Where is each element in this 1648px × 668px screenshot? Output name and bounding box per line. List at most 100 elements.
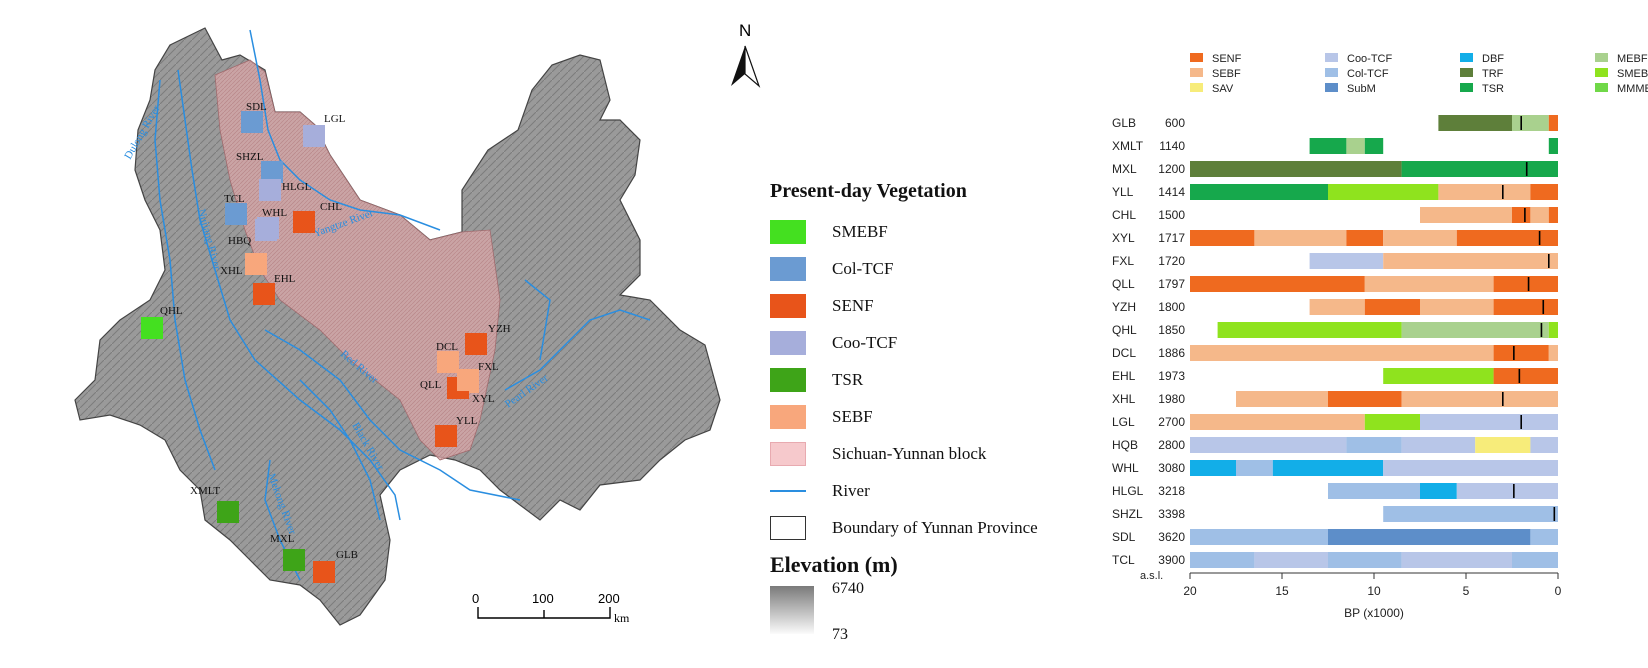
bar-segment [1236, 460, 1273, 476]
bar-segment [1328, 483, 1420, 499]
site-marker-qhl [141, 317, 163, 339]
bar-segment [1475, 437, 1531, 453]
bar-segment [1190, 460, 1236, 476]
site-elevation-label: 1973 [1158, 369, 1185, 383]
chart-legend-label: MMMEBF [1617, 83, 1648, 95]
legend-label: SENF [832, 295, 874, 315]
chart-legend-swatch [1460, 83, 1473, 92]
site-elevation-label: 1140 [1159, 139, 1185, 153]
site-markers: SDL LGL SHZL HLGL TCL WHL CHL HBQ XHL EHL QHL YZH DC… [141, 101, 511, 583]
site-elevation-label: 1797 [1158, 277, 1185, 291]
bar-segment [1493, 368, 1558, 384]
elevation-gradient [770, 586, 814, 634]
legend-label: SEBF [832, 406, 873, 426]
elevation-title: Elevation (m) [770, 552, 898, 577]
bar-segment [1493, 299, 1558, 315]
legend-label: Boundary of Yunnan Province [832, 517, 1038, 537]
bar-segment [1236, 391, 1328, 407]
bar-segment [1190, 529, 1328, 545]
site-marker-xyl [457, 369, 479, 391]
site-elevation-label: 1414 [1158, 185, 1185, 199]
elevation-scale: 6740 73 [770, 578, 1100, 643]
site-label-fxl: FXL [478, 361, 499, 373]
site-elevation-label: 2800 [1158, 438, 1185, 452]
bar-segment [1383, 460, 1558, 476]
chart-legend-label: SAV [1212, 83, 1234, 95]
bar-segment [1346, 230, 1384, 246]
yunnan-map: Dulong River Yangtze River Red River Bla… [74, 21, 761, 626]
bar-segment [1420, 299, 1494, 315]
site-elevation-label: 3900 [1158, 553, 1185, 567]
site-label-hlgl: HLGL [282, 181, 312, 193]
bar-segment [1346, 437, 1402, 453]
chart-legend-label: MEBF [1617, 53, 1648, 65]
site-elevation-label: 1886 [1158, 346, 1185, 360]
x-tick-label: 15 [1275, 584, 1289, 598]
chart-legend-label: Col-TCF [1347, 68, 1389, 80]
scale-unit: km [614, 611, 630, 625]
site-label-sdl: SDL [246, 101, 267, 113]
bar-segment [1190, 345, 1494, 361]
site-marker-xmlt [217, 501, 239, 523]
legend-item: SMEBF [770, 213, 1100, 250]
x-tick-label: 5 [1463, 584, 1470, 598]
site-label-dcl: DCL [436, 341, 458, 353]
site-elevation-label: 1500 [1158, 208, 1185, 222]
chart-legend-swatch [1595, 68, 1608, 77]
site-elevation-label: 3218 [1158, 484, 1185, 498]
site-elevation-label: 3080 [1158, 461, 1185, 475]
site-name-label: EHL [1112, 369, 1136, 383]
bar-segment [1548, 207, 1558, 223]
site-name-label: CHL [1112, 208, 1136, 222]
bar-segment [1512, 207, 1531, 223]
site-elevation-label: 2700 [1158, 415, 1185, 429]
legend-label: River [832, 480, 870, 500]
bar-segment [1420, 207, 1512, 223]
site-name-label: HQB [1112, 438, 1138, 452]
bar-segment [1548, 138, 1558, 154]
site-marker-yll [435, 425, 457, 447]
bar-segment [1401, 437, 1476, 453]
bar-segment [1190, 184, 1328, 200]
site-name-label: XMLT [1112, 139, 1144, 153]
legend-item: TSR [770, 361, 1100, 398]
site-elevation-label: 1800 [1158, 300, 1185, 314]
site-marker-hbq [255, 219, 277, 241]
site-marker-chl [293, 211, 315, 233]
site-name-label: WHL [1112, 461, 1139, 475]
bar-segment [1190, 161, 1402, 177]
bar-segment [1401, 322, 1549, 338]
bar-segment [1383, 253, 1558, 269]
site-label-yll: YLL [456, 415, 478, 427]
legend-swatch [770, 489, 806, 492]
site-name-label: TCL [1112, 553, 1135, 567]
chart-legend-label: SENF [1212, 53, 1242, 65]
x-tick-label: 20 [1183, 584, 1197, 598]
bar-segment [1328, 184, 1439, 200]
legend-swatch [770, 367, 806, 392]
site-elevation-label: 1720 [1158, 254, 1185, 268]
site-name-label: HLGL [1112, 484, 1144, 498]
bar-segment [1383, 368, 1494, 384]
site-name-label: GLB [1112, 116, 1136, 130]
site-label-ehl: EHL [274, 273, 296, 285]
site-name-label: FXL [1112, 254, 1134, 268]
site-marker-hlgl [259, 179, 281, 201]
legend-label: Sichuan-Yunnan block [832, 443, 987, 463]
site-label-lgl: LGL [324, 113, 346, 125]
bar-segment [1401, 391, 1558, 407]
legend-item: SEBF [770, 398, 1100, 435]
legend-swatch [770, 219, 806, 244]
legend-item: Col-TCF [770, 250, 1100, 287]
site-name-label: XYL [1112, 231, 1135, 245]
legend-title: Present-day Vegetation [770, 180, 967, 202]
legend-swatch [770, 441, 806, 466]
site-name-label: LGL [1112, 415, 1135, 429]
bar-segment [1190, 276, 1365, 292]
bar-segment [1309, 299, 1365, 315]
legend-item: Coo-TCF [770, 324, 1100, 361]
site-marker-dcl [437, 351, 459, 373]
bar-segment [1548, 345, 1558, 361]
chart-legend-swatch [1460, 68, 1473, 77]
legend-swatch [770, 330, 806, 355]
